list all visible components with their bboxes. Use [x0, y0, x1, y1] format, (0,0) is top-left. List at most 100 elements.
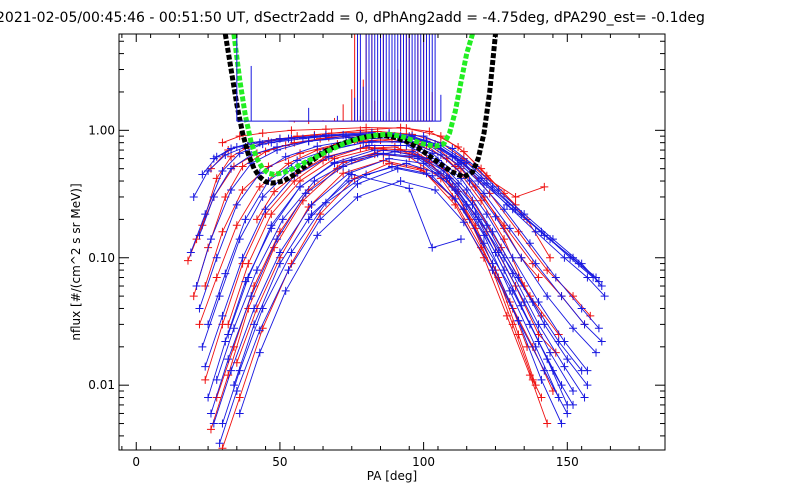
blue-point-marker — [347, 156, 356, 165]
red-point-marker — [201, 375, 210, 384]
blue-point-marker — [500, 205, 509, 214]
blue-point-marker — [195, 304, 204, 313]
blue-point-marker — [218, 419, 227, 428]
blue-point-marker — [275, 259, 284, 268]
blue-point-marker — [534, 337, 543, 346]
blue-point-marker — [388, 162, 396, 171]
red-point-marker — [546, 253, 555, 262]
red-point-marker — [402, 124, 411, 133]
blue-point-marker — [563, 400, 572, 409]
blue-point-marker — [255, 138, 264, 147]
blue-point-marker — [479, 189, 488, 198]
blue-point-marker — [307, 200, 316, 209]
blue-point-marker — [229, 324, 238, 333]
blue-point-marker — [252, 266, 261, 275]
red-point-marker — [502, 311, 511, 320]
blue-point-marker — [540, 231, 549, 240]
blue-point-marker — [451, 194, 460, 203]
red-point-marker — [287, 126, 296, 135]
blue-curve-3 — [207, 149, 574, 398]
blue-point-marker — [580, 393, 589, 402]
blue-point-marker — [569, 324, 578, 333]
blue-point-marker — [273, 142, 282, 151]
blue-point-marker — [454, 179, 463, 188]
red-point-marker — [454, 142, 463, 151]
blue-point-marker — [250, 320, 259, 329]
blue-point-marker — [365, 141, 374, 150]
blue-point-marker — [221, 337, 230, 346]
red-point-marker — [500, 221, 509, 230]
red-point-marker — [511, 192, 520, 201]
blue-curve-7 — [199, 136, 603, 342]
blue-point-marker — [511, 205, 520, 214]
blue-point-marker — [241, 215, 250, 224]
blue-point-marker — [592, 348, 601, 357]
blue-point-marker — [431, 186, 440, 195]
blue-point-marker — [215, 292, 224, 301]
blue-point-marker — [405, 184, 414, 193]
red-point-marker — [540, 182, 549, 191]
red-point-marker — [238, 162, 247, 171]
blue-point-marker — [385, 154, 394, 163]
blue-point-marker — [482, 179, 491, 188]
blue-point-marker — [330, 159, 339, 168]
blue-point-marker — [560, 253, 569, 262]
red-point-marker — [218, 138, 227, 147]
blue-point-marker — [281, 286, 290, 295]
blue-point-marker — [304, 215, 313, 224]
blue-point-marker — [215, 439, 224, 448]
red-point-marker — [227, 152, 236, 161]
blue-point-marker — [232, 387, 241, 396]
blue-point-marker — [419, 132, 428, 141]
blue-point-marker — [428, 243, 437, 252]
red-point-marker — [195, 320, 204, 329]
red-point-marker — [459, 147, 468, 156]
blue-point-marker — [275, 248, 284, 257]
red-point-marker — [235, 393, 244, 402]
blue-point-marker — [517, 253, 526, 262]
blue-point-marker — [442, 174, 451, 183]
blue-point-marker — [488, 266, 497, 275]
red-point-marker — [250, 282, 259, 291]
blue-point-marker — [592, 273, 601, 282]
chart-title: 2021-02-05/00:45:46 - 00:51:50 UT, dSect… — [0, 10, 705, 26]
blue-point-marker — [537, 375, 546, 384]
blue-point-marker — [465, 177, 474, 186]
blue-point-marker — [491, 212, 500, 221]
blue-point-marker — [436, 151, 445, 160]
red-point-marker — [218, 227, 227, 236]
blue-point-marker — [209, 192, 218, 201]
blue-point-marker — [192, 282, 201, 291]
blue-point-marker — [569, 387, 578, 396]
blue-point-marker — [224, 355, 233, 364]
blue-point-marker — [204, 320, 213, 329]
red-point-marker — [252, 215, 261, 224]
red-point-marker — [238, 186, 247, 195]
blue-point-marker — [491, 248, 500, 257]
blue-point-marker — [462, 158, 471, 167]
blue-point-marker — [459, 218, 468, 227]
blue-point-marker — [597, 282, 606, 291]
blue-curve-12 — [216, 151, 585, 398]
blue-point-marker — [577, 366, 586, 375]
blue-point-marker — [543, 292, 552, 301]
blue-point-marker — [543, 355, 552, 364]
blue-point-marker — [462, 200, 471, 209]
blue-point-marker — [557, 292, 566, 301]
blue-point-marker — [525, 239, 534, 248]
blue-point-marker — [235, 235, 244, 244]
red-point-marker — [425, 127, 434, 136]
red-point-marker — [218, 444, 227, 450]
blue-point-marker — [273, 235, 282, 244]
red-point-marker — [534, 273, 543, 282]
blue-point-marker — [540, 366, 549, 375]
blue-point-marker — [255, 348, 264, 357]
blue-point-marker — [344, 177, 353, 186]
red-point-marker — [244, 259, 253, 268]
red-point-marker — [206, 425, 215, 434]
axis-ticks: 0 50 100 150 0.01 0.10 1.00 — [88, 34, 665, 469]
green-fit-curve — [231, 34, 475, 177]
black-fit-curve — [222, 34, 498, 186]
x-tick-label: 100 — [412, 455, 435, 469]
red-point-marker — [543, 419, 552, 428]
